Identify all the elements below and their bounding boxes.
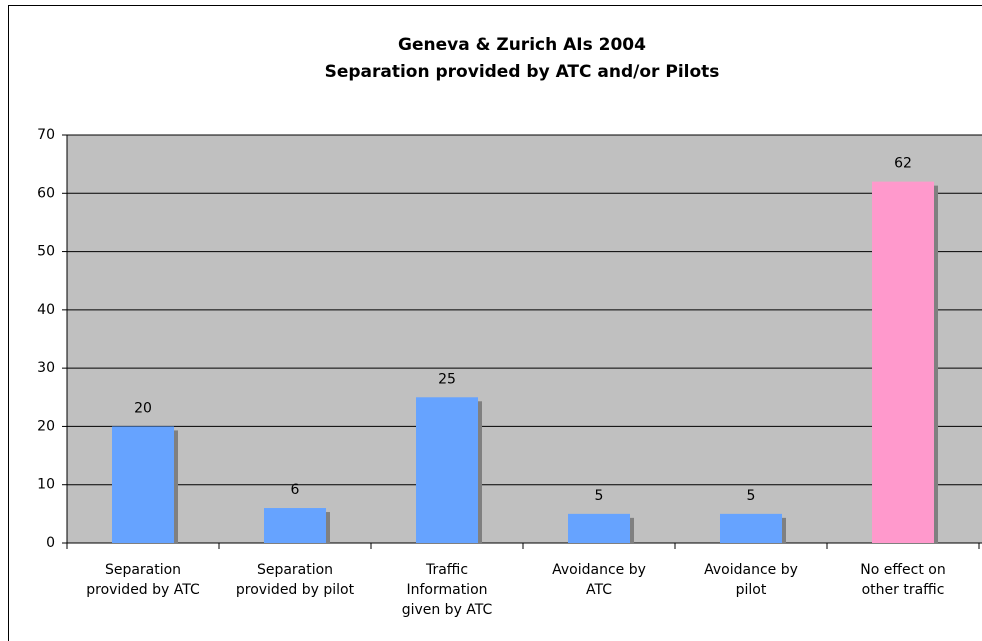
data-label: 5 — [747, 488, 756, 504]
x-tick-label: Separation provided by pilot — [235, 562, 355, 598]
y-tick-label: 60 — [37, 185, 55, 201]
bar — [872, 181, 934, 543]
y-tick-label: 50 — [37, 244, 55, 260]
data-label: 6 — [291, 482, 300, 498]
data-label: 62 — [894, 156, 912, 172]
chart-subtitle: Separation provided by ATC and/or Pilots — [325, 62, 720, 82]
chart-title: Geneva & Zurich AIs 2004 — [398, 35, 646, 55]
bar — [720, 513, 782, 543]
data-label: 25 — [438, 371, 456, 387]
y-tick-label: 10 — [37, 477, 55, 493]
x-tick-label: No effect on other traffic — [860, 562, 946, 598]
y-tick-label: 0 — [46, 535, 55, 551]
bar — [568, 513, 630, 543]
data-label: 5 — [595, 488, 604, 504]
bar — [416, 397, 478, 543]
bar — [264, 508, 326, 543]
y-tick-label: 40 — [37, 302, 55, 318]
y-tick-label: 20 — [37, 418, 55, 434]
x-tick-label: Traffic Information given by ATC — [401, 562, 493, 618]
bar — [112, 426, 174, 543]
plot-area — [67, 135, 982, 543]
data-label: 20 — [134, 400, 152, 416]
y-tick-label: 30 — [37, 360, 55, 376]
x-tick-label: Avoidance by pilot — [704, 562, 798, 598]
y-tick-label: 70 — [37, 127, 55, 143]
x-tick-label: Separation provided by ATC — [86, 562, 200, 598]
x-tick-label: Avoidance by ATC — [552, 562, 646, 598]
